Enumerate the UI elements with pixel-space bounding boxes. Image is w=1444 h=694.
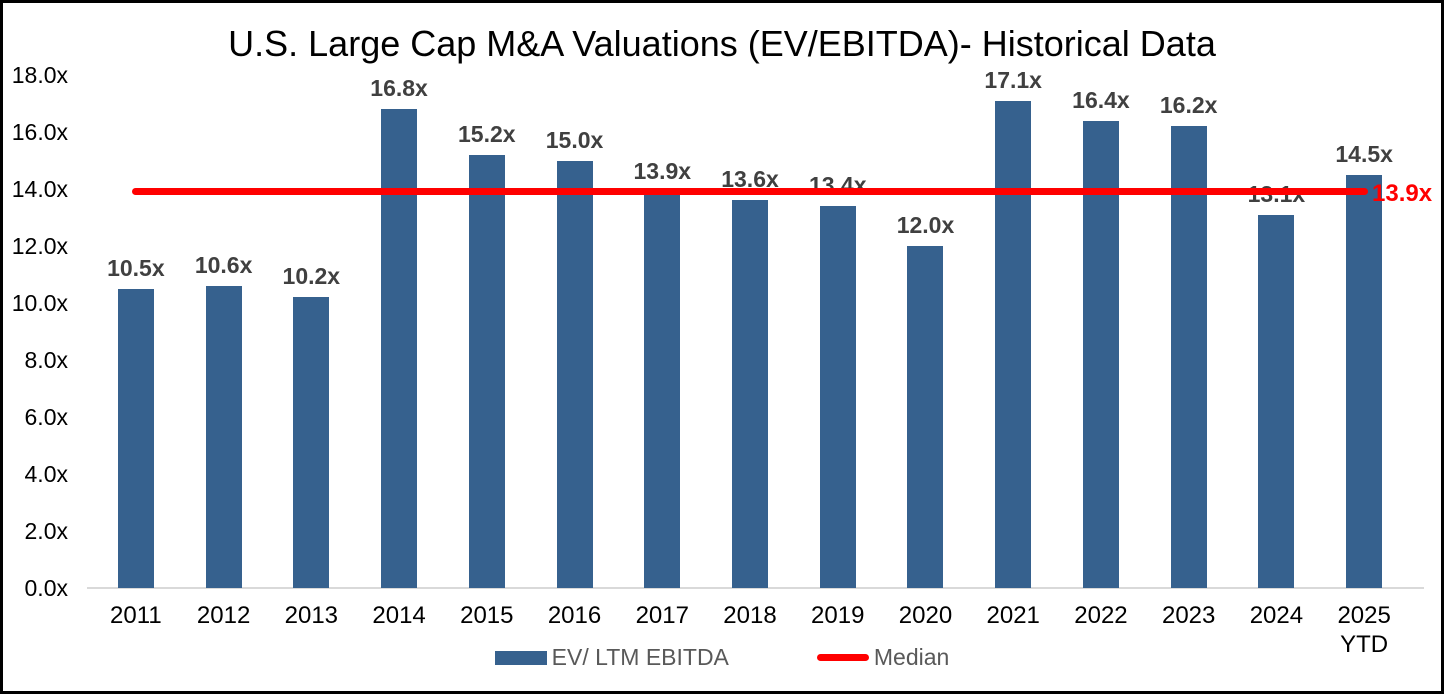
bar [1258, 214, 1295, 588]
bar-swatch-icon [494, 650, 547, 665]
bar-column: 12.0x 2020 [882, 75, 970, 629]
bar [293, 297, 330, 588]
bar [644, 191, 681, 588]
bar [819, 206, 856, 588]
x-axis-tick-label: 2022 [1074, 602, 1128, 629]
x-axis-line [87, 587, 1424, 589]
bar-column: 13.9x 2017 [618, 75, 706, 629]
x-axis-tick-label: 2015 [460, 602, 514, 629]
bar [556, 160, 593, 588]
bar-value-label: 10.5x [107, 254, 165, 281]
x-axis-tick-label: 2018 [723, 602, 777, 629]
legend-item-median: Median [816, 644, 950, 671]
legend-label-median: Median [873, 644, 950, 670]
bar [995, 100, 1032, 588]
bar-column: 13.4x 2019 [794, 75, 882, 629]
x-axis-tick-label: 2016 [547, 602, 602, 629]
y-axis-tick-label: 2.0x [24, 518, 68, 544]
bar [1170, 126, 1207, 588]
plot-area: 10.5x 2011 10.6x 2012 10.2x 2013 16.8x 2014 15.2… [92, 67, 1408, 658]
bar-column: 14.5x 2025 YTD [1320, 75, 1408, 658]
legend-label-ev-ltm-ebitda: EV/ LTM EBITDA [551, 644, 729, 670]
bar-column: 15.0x 2016 [531, 75, 619, 630]
bar [117, 288, 154, 588]
y-axis-tick-label: 10.0x [11, 290, 68, 316]
bar-value-label: 16.2x [1159, 92, 1218, 119]
bar-column: 10.5x 2011 [92, 75, 180, 629]
x-axis-tick-label: 2011 [110, 602, 162, 629]
bar-column: 17.1x 2021 [969, 67, 1057, 629]
x-axis-tick-label: 2014 [372, 602, 426, 629]
bar-column: 15.2x 2015 [443, 75, 531, 629]
x-axis-tick-label: 2019 [811, 602, 865, 629]
bar-value-label: 12.0x [896, 212, 955, 238]
bar-value-label: 16.4x [1072, 86, 1130, 113]
x-axis-tick-label: 2023 [1161, 602, 1216, 629]
bar-column: 10.6x 2012 [180, 75, 268, 629]
y-axis-tick-label: 16.0x [11, 119, 68, 145]
bar-value-label: 13.6x [721, 166, 779, 193]
bar [1346, 174, 1383, 588]
x-axis-tick-label: 2021 [986, 602, 1040, 629]
bar-column: 10.2x 2013 [267, 75, 355, 629]
x-axis-tick-label: 2024 [1249, 602, 1304, 629]
y-axis-tick-label: 18.0x [11, 62, 68, 88]
bar-column: 13.6x 2018 [706, 75, 794, 629]
y-axis-tick-label: 6.0x [24, 404, 68, 430]
chart-title: U.S. Large Cap M&A Valuations (EV/EBITDA… [228, 23, 1216, 64]
bar-value-label: 10.6x [194, 251, 253, 278]
y-axis-tick-label: 4.0x [24, 461, 68, 487]
legend-item-ev-ltm-ebitda: EV/ LTM EBITDA [494, 644, 729, 671]
bar-value-label: 14.5x [1335, 140, 1393, 167]
bar [1082, 120, 1119, 588]
bar-value-label: 10.2x [282, 263, 341, 290]
y-axis-tick-label: 12.0x [11, 233, 68, 259]
x-axis-tick-label: 2017 [635, 602, 689, 629]
x-axis-tick-label: 2013 [284, 602, 339, 629]
y-axis-tick-label: 14.0x [11, 176, 68, 202]
x-axis-tick-label: 2020 [898, 602, 953, 629]
bar-column: 16.4x 2022 [1057, 75, 1145, 629]
x-axis-tick-label: 2012 [196, 602, 251, 629]
bar [468, 154, 505, 588]
line-swatch-icon [816, 654, 869, 661]
bar [732, 200, 768, 588]
y-axis-tick-label: 0.0x [24, 575, 68, 601]
legend: EV/ LTM EBITDA Median [3, 644, 1441, 671]
bar-value-label: 17.1x [984, 66, 1042, 93]
bar-value-label: 13.9x [633, 157, 692, 184]
bar [907, 246, 944, 588]
y-axis-tick-label: 8.0x [24, 347, 68, 373]
bar-column: 16.8x 2014 [355, 75, 443, 629]
bar-value-label: 15.0x [545, 126, 604, 153]
median-value-label: 13.9x [1372, 180, 1433, 207]
bar-column: 16.2x 2023 [1145, 75, 1233, 629]
bar-value-label: 15.2x [458, 120, 516, 147]
x-axis-tick-label: 2025 YTD [1337, 602, 1391, 658]
bar-value-label: 16.8x [370, 75, 428, 102]
median-line [132, 188, 1368, 196]
bar-column: 13.1x2024 [1233, 75, 1321, 629]
y-axis-labels: 0.0x 2.0x 4.0x 6.0x 8.0x 10.0x 12.0x 14.0x 16.0x… [3, 3, 1441, 691]
bar [205, 285, 242, 588]
bar [381, 109, 418, 588]
